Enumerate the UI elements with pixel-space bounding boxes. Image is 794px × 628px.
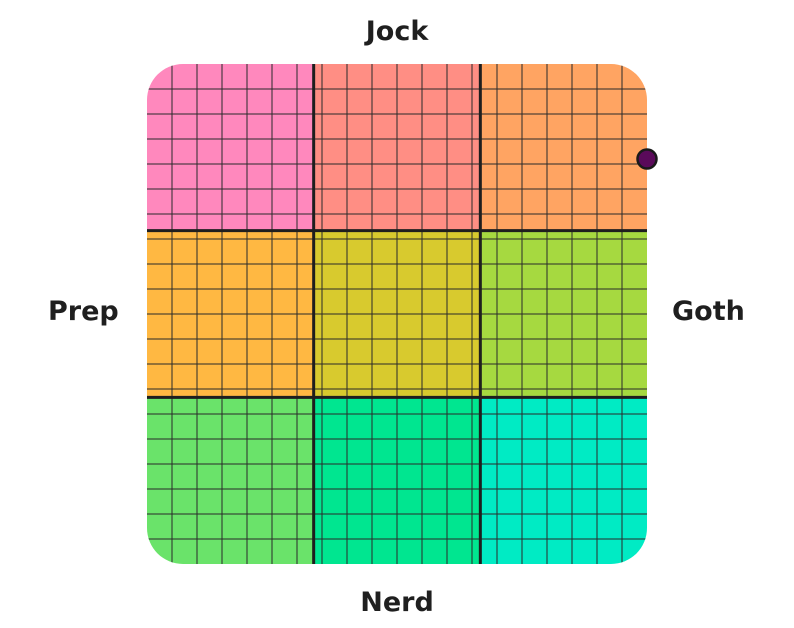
data-point-marker xyxy=(636,148,658,170)
region-0-2 xyxy=(480,64,647,231)
plot-regions xyxy=(147,64,647,564)
data-points xyxy=(636,148,658,170)
axis-label-left: Prep xyxy=(48,296,119,327)
region-2-0 xyxy=(147,397,314,564)
axis-label-top: Jock xyxy=(365,16,429,47)
region-0-0 xyxy=(147,64,314,231)
axis-label-right: Goth xyxy=(672,296,745,327)
axis-label-bottom: Nerd xyxy=(360,587,434,618)
region-2-2 xyxy=(480,397,647,564)
